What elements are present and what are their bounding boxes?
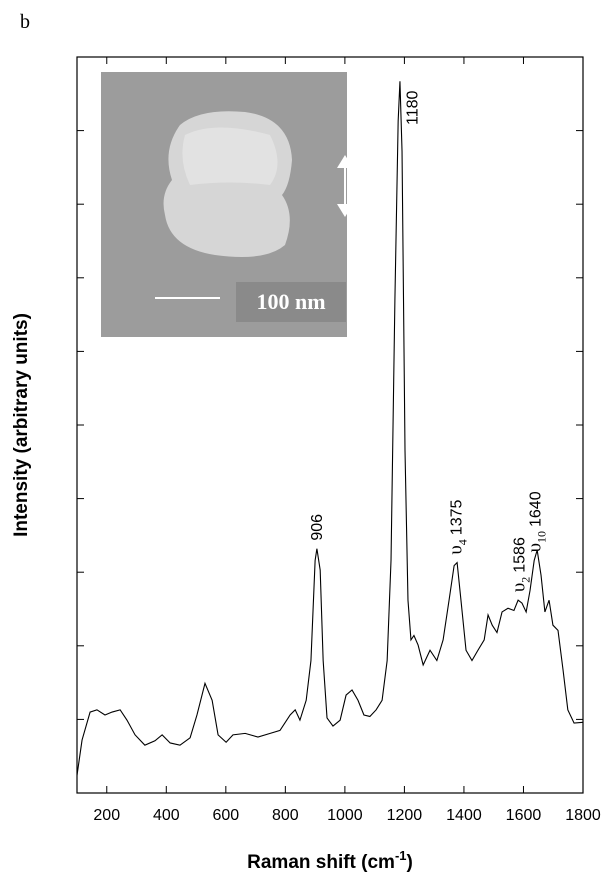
annotation-subscript: 2: [518, 577, 532, 583]
inset-image: 100 nm: [101, 72, 353, 337]
peak-annotation: υ4 1375: [446, 500, 470, 555]
x-tick-label: 1400: [446, 807, 482, 824]
peak-annotation: 906: [309, 514, 326, 541]
x-tick-label: 200: [93, 807, 120, 824]
annotation-number: 1375: [449, 500, 466, 536]
x-axis-label-superscript: -1: [395, 848, 407, 863]
annotation-number: 1180: [404, 90, 421, 125]
annotation-symbol: υ: [524, 543, 545, 552]
peak-annotation: υ2 1586: [508, 537, 532, 592]
annotation-subscript: 4: [456, 539, 470, 545]
annotation-symbol: υ: [446, 545, 467, 554]
peak-annotation: υ10 1640: [524, 491, 548, 552]
y-axis-label: Intensity (arbitrary units): [11, 313, 32, 537]
inset-arrow-heads: [337, 155, 353, 217]
x-tick-label: 1000: [327, 807, 363, 824]
x-axis-label-text: Raman shift (cm: [247, 852, 395, 873]
x-tick-label: 1800: [565, 807, 601, 824]
x-tick-label: 1200: [387, 807, 423, 824]
x-tick-label: 600: [212, 807, 239, 824]
spectrum-line: [76, 81, 584, 776]
annotation-subscript: 10: [534, 531, 548, 543]
x-axis-label: Raman shift (cm-1): [247, 848, 413, 873]
x-tick-label: 1600: [506, 807, 542, 824]
inset-label-box: [236, 282, 346, 322]
inset-particle-highlight: [182, 127, 278, 185]
x-axis-label-close: ): [407, 852, 413, 873]
panel-label: b: [20, 11, 30, 33]
x-tick-label: 800: [272, 807, 299, 824]
annotation-number: 906: [309, 514, 326, 541]
annotation-symbol: υ: [508, 583, 529, 592]
inset-scale-label: 100 nm: [256, 289, 325, 314]
annotation-number: 1586: [511, 537, 528, 573]
peak-annotation: 1180: [404, 90, 421, 125]
x-tick-label: 400: [153, 807, 180, 824]
annotation-number: 1640: [527, 491, 544, 527]
